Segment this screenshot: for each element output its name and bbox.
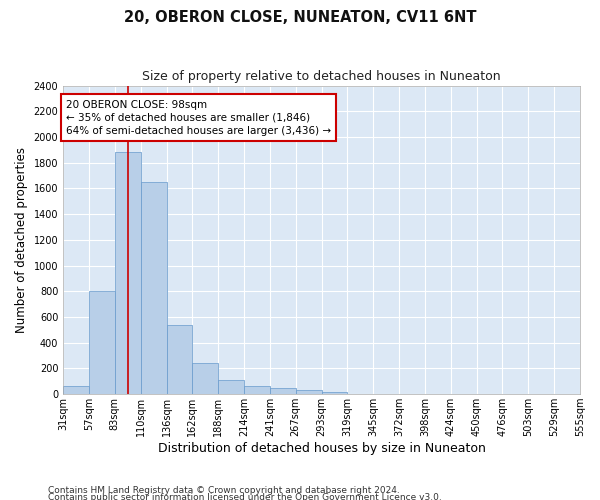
Bar bbox=[140, 182, 167, 394]
Bar bbox=[296, 390, 322, 394]
Bar bbox=[167, 326, 193, 394]
Bar bbox=[270, 388, 296, 394]
Bar bbox=[115, 152, 140, 394]
Bar bbox=[244, 386, 270, 394]
Bar bbox=[89, 292, 115, 394]
Text: 20 OBERON CLOSE: 98sqm
← 35% of detached houses are smaller (1,846)
64% of semi-: 20 OBERON CLOSE: 98sqm ← 35% of detached… bbox=[66, 100, 331, 136]
Text: 20, OBERON CLOSE, NUNEATON, CV11 6NT: 20, OBERON CLOSE, NUNEATON, CV11 6NT bbox=[124, 10, 476, 25]
Title: Size of property relative to detached houses in Nuneaton: Size of property relative to detached ho… bbox=[142, 70, 501, 83]
Bar bbox=[218, 380, 244, 394]
X-axis label: Distribution of detached houses by size in Nuneaton: Distribution of detached houses by size … bbox=[158, 442, 485, 455]
Bar bbox=[322, 392, 347, 394]
Y-axis label: Number of detached properties: Number of detached properties bbox=[15, 147, 28, 333]
Text: Contains HM Land Registry data © Crown copyright and database right 2024.: Contains HM Land Registry data © Crown c… bbox=[48, 486, 400, 495]
Bar bbox=[63, 386, 89, 394]
Bar bbox=[193, 364, 218, 394]
Text: Contains public sector information licensed under the Open Government Licence v3: Contains public sector information licen… bbox=[48, 494, 442, 500]
